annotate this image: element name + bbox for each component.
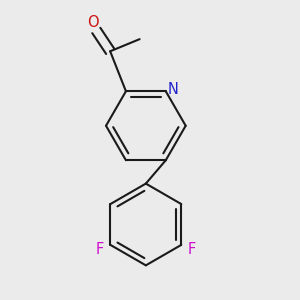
- Text: F: F: [188, 242, 196, 256]
- Text: F: F: [96, 242, 104, 256]
- Text: O: O: [87, 15, 99, 30]
- Text: N: N: [168, 82, 179, 98]
